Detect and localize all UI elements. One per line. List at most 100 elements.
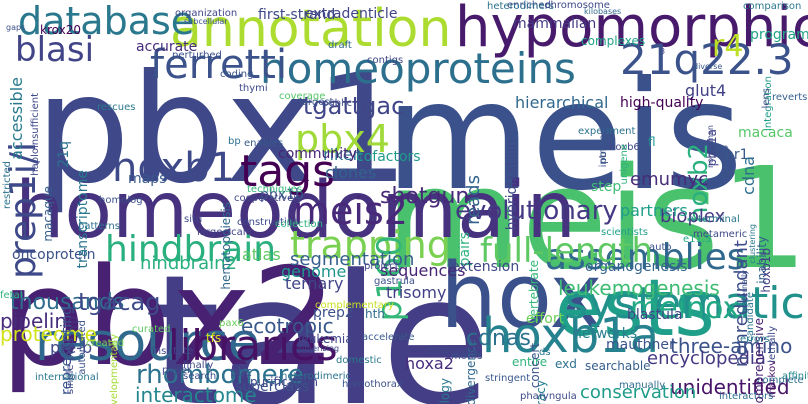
cloud-word: meis1	[385, 138, 808, 301]
cloud-word: accessible	[7, 77, 26, 160]
cloud-word: collection	[275, 219, 323, 230]
cloud-word: restricted	[2, 161, 13, 209]
cloud-word: pharyngula	[520, 391, 577, 402]
cloud-word: krox20	[40, 23, 81, 37]
cloud-word: finally	[183, 360, 214, 371]
cloud-word: bp	[228, 136, 241, 147]
cloud-word: homolog	[99, 195, 143, 206]
cloud-word: subcellular	[184, 17, 228, 26]
cloud-word: complementary	[315, 300, 394, 311]
cloud-word: extension	[451, 259, 520, 275]
cloud-word: reverts	[772, 92, 808, 103]
cloud-word: tgattgac	[303, 92, 405, 120]
cloud-word: chromosome	[545, 0, 610, 11]
cloud-word: interactors	[719, 391, 774, 402]
cloud-word: haploinsufficient	[30, 93, 41, 176]
cloud-word: exd	[555, 357, 577, 371]
cloud-word: rhombomere	[136, 360, 304, 390]
cloud-word: kilobases	[584, 7, 622, 16]
cloud-word: networks	[573, 326, 638, 342]
cloud-word: e11.5	[683, 234, 712, 245]
cloud-word: searchable	[585, 359, 651, 373]
cloud-word: scientists	[601, 227, 649, 238]
cloud-word: lethally	[767, 326, 778, 363]
cloud-word: partners	[620, 201, 688, 220]
cloud-word: macaca	[738, 125, 793, 141]
cloud-word: first-strand	[258, 7, 336, 23]
cloud-word: organization	[175, 8, 238, 19]
cloud-word: shotgun	[380, 184, 470, 209]
cloud-word: conservation	[580, 382, 697, 403]
cloud-word: entire	[512, 355, 548, 369]
cloud-word: international	[35, 372, 99, 383]
cloud-word: atlas	[242, 245, 281, 264]
cloud-word: techniques	[247, 184, 303, 195]
cloud-word: lens	[761, 88, 772, 109]
cloud-word: oncoprotein	[12, 247, 96, 263]
cloud-word: gaps	[6, 23, 26, 32]
cloud-word: leukemogenesis	[558, 276, 720, 300]
cloud-word: programs	[750, 27, 808, 43]
cloud-word: enriched	[507, 0, 551, 11]
cloud-word: emumyc	[630, 169, 709, 190]
cloud-word: pbx4	[295, 117, 390, 161]
cloud-word: unigene	[619, 144, 630, 185]
cloud-word: gastrula	[374, 276, 415, 287]
cloud-word: 21q22.3	[620, 35, 794, 84]
cloud-word: hindbrain	[105, 229, 277, 270]
cloud-word: interactome	[135, 383, 257, 404]
cloud-word: pipeline	[0, 309, 80, 333]
cloud-word: homeodomain	[15, 166, 576, 256]
cloud-word: coding	[220, 69, 254, 80]
cloud-word: trapping	[290, 223, 451, 267]
cloud-word: ferretti	[150, 42, 288, 88]
cloud-word: affinity	[782, 371, 808, 382]
cloud-word: evolutionary	[455, 196, 618, 226]
cloud-word: macaque	[41, 186, 55, 242]
cloud-word: clustering	[748, 224, 757, 264]
cloud-word: metameric	[693, 229, 748, 240]
cloud-word: large-scale	[197, 227, 252, 238]
cloud-word: complexes	[581, 34, 646, 48]
cloud-word: clones	[325, 163, 377, 182]
cloud-word: annotation	[170, 0, 452, 59]
cloud-word: thousands	[10, 290, 125, 315]
cloud-word: institute	[152, 346, 194, 357]
cloud-word: hypomorphic	[455, 0, 808, 60]
cloud-word: hindbrain2	[140, 253, 237, 274]
cloud-word: genome	[281, 262, 347, 281]
cloud-word: segmentation	[290, 249, 415, 270]
cloud-word: n-terminal	[688, 214, 740, 225]
cloud-word: hoxb1	[112, 145, 236, 191]
cloud-word: ests	[555, 264, 715, 354]
cloud-word: proteome	[0, 322, 97, 346]
cloud-word: hybridization	[504, 139, 520, 231]
cloud-word: superclass	[235, 379, 309, 395]
cloud-word: coverage	[279, 91, 326, 102]
cloud-word: high-quality	[620, 95, 704, 111]
cloud-word: leukemia	[298, 332, 353, 346]
cloud-word: database	[18, 0, 195, 43]
cloud-word: homeoproteins	[260, 44, 576, 93]
cloud-word: prep2	[313, 305, 354, 321]
cloud-word: dimerizing	[297, 344, 340, 353]
cloud-word: manually	[619, 380, 666, 391]
cloud-word: patterns	[78, 221, 120, 232]
cloud-word: tfs	[206, 331, 222, 345]
cloud-word: sequences	[380, 261, 466, 280]
cloud-word: accurate	[136, 39, 198, 55]
cloud-word: hox	[440, 244, 603, 349]
cloud-word: hoxa2	[405, 354, 454, 373]
cloud-word: hr1	[725, 147, 749, 163]
cloud-word: glut4	[685, 81, 727, 100]
cloud-word: assemblies	[545, 237, 746, 278]
cloud-word: community	[278, 146, 357, 162]
cloud-word: contigs	[367, 55, 404, 66]
cloud-word: organogenesis	[585, 259, 688, 275]
cloud-word: tale	[150, 237, 492, 404]
cloud-word: pbx1b	[260, 187, 304, 203]
cloud-word: public	[322, 98, 353, 109]
cloud-word: hth	[365, 307, 385, 321]
cloud-word: ds	[539, 347, 551, 358]
